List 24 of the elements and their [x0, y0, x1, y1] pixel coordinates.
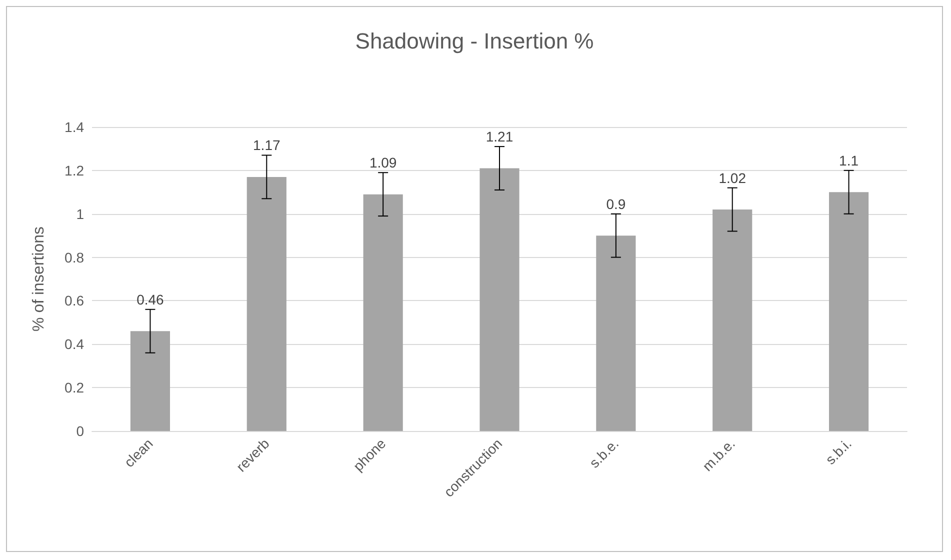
bar [363, 194, 403, 431]
y-tick-label: 0.6 [64, 292, 84, 309]
data-label: 1.17 [253, 137, 280, 154]
bar [480, 168, 520, 431]
bar [130, 331, 170, 431]
data-label: 1.02 [718, 170, 746, 186]
data-label: 1.09 [369, 154, 397, 171]
bar [246, 176, 286, 431]
y-tick-label: 1 [76, 206, 84, 222]
data-label: 0.9 [606, 196, 626, 212]
bar [712, 210, 752, 431]
bar [828, 192, 869, 431]
bar [596, 236, 636, 431]
data-label: 1.1 [839, 152, 859, 168]
y-tick-label: 0 [76, 423, 84, 439]
y-tick-label: 1.2 [64, 162, 84, 178]
y-axis-title: % of insertions [30, 226, 48, 332]
y-tick-label: 0.2 [64, 380, 84, 396]
y-tick-label: 1.4 [64, 119, 84, 135]
data-label: 0.46 [136, 291, 164, 308]
data-label: 1.21 [486, 128, 514, 145]
y-tick-label: 0.8 [64, 249, 84, 266]
y-tick-label: 0.4 [64, 336, 84, 352]
chart-title: Shadowing - Insertion % [355, 28, 594, 54]
